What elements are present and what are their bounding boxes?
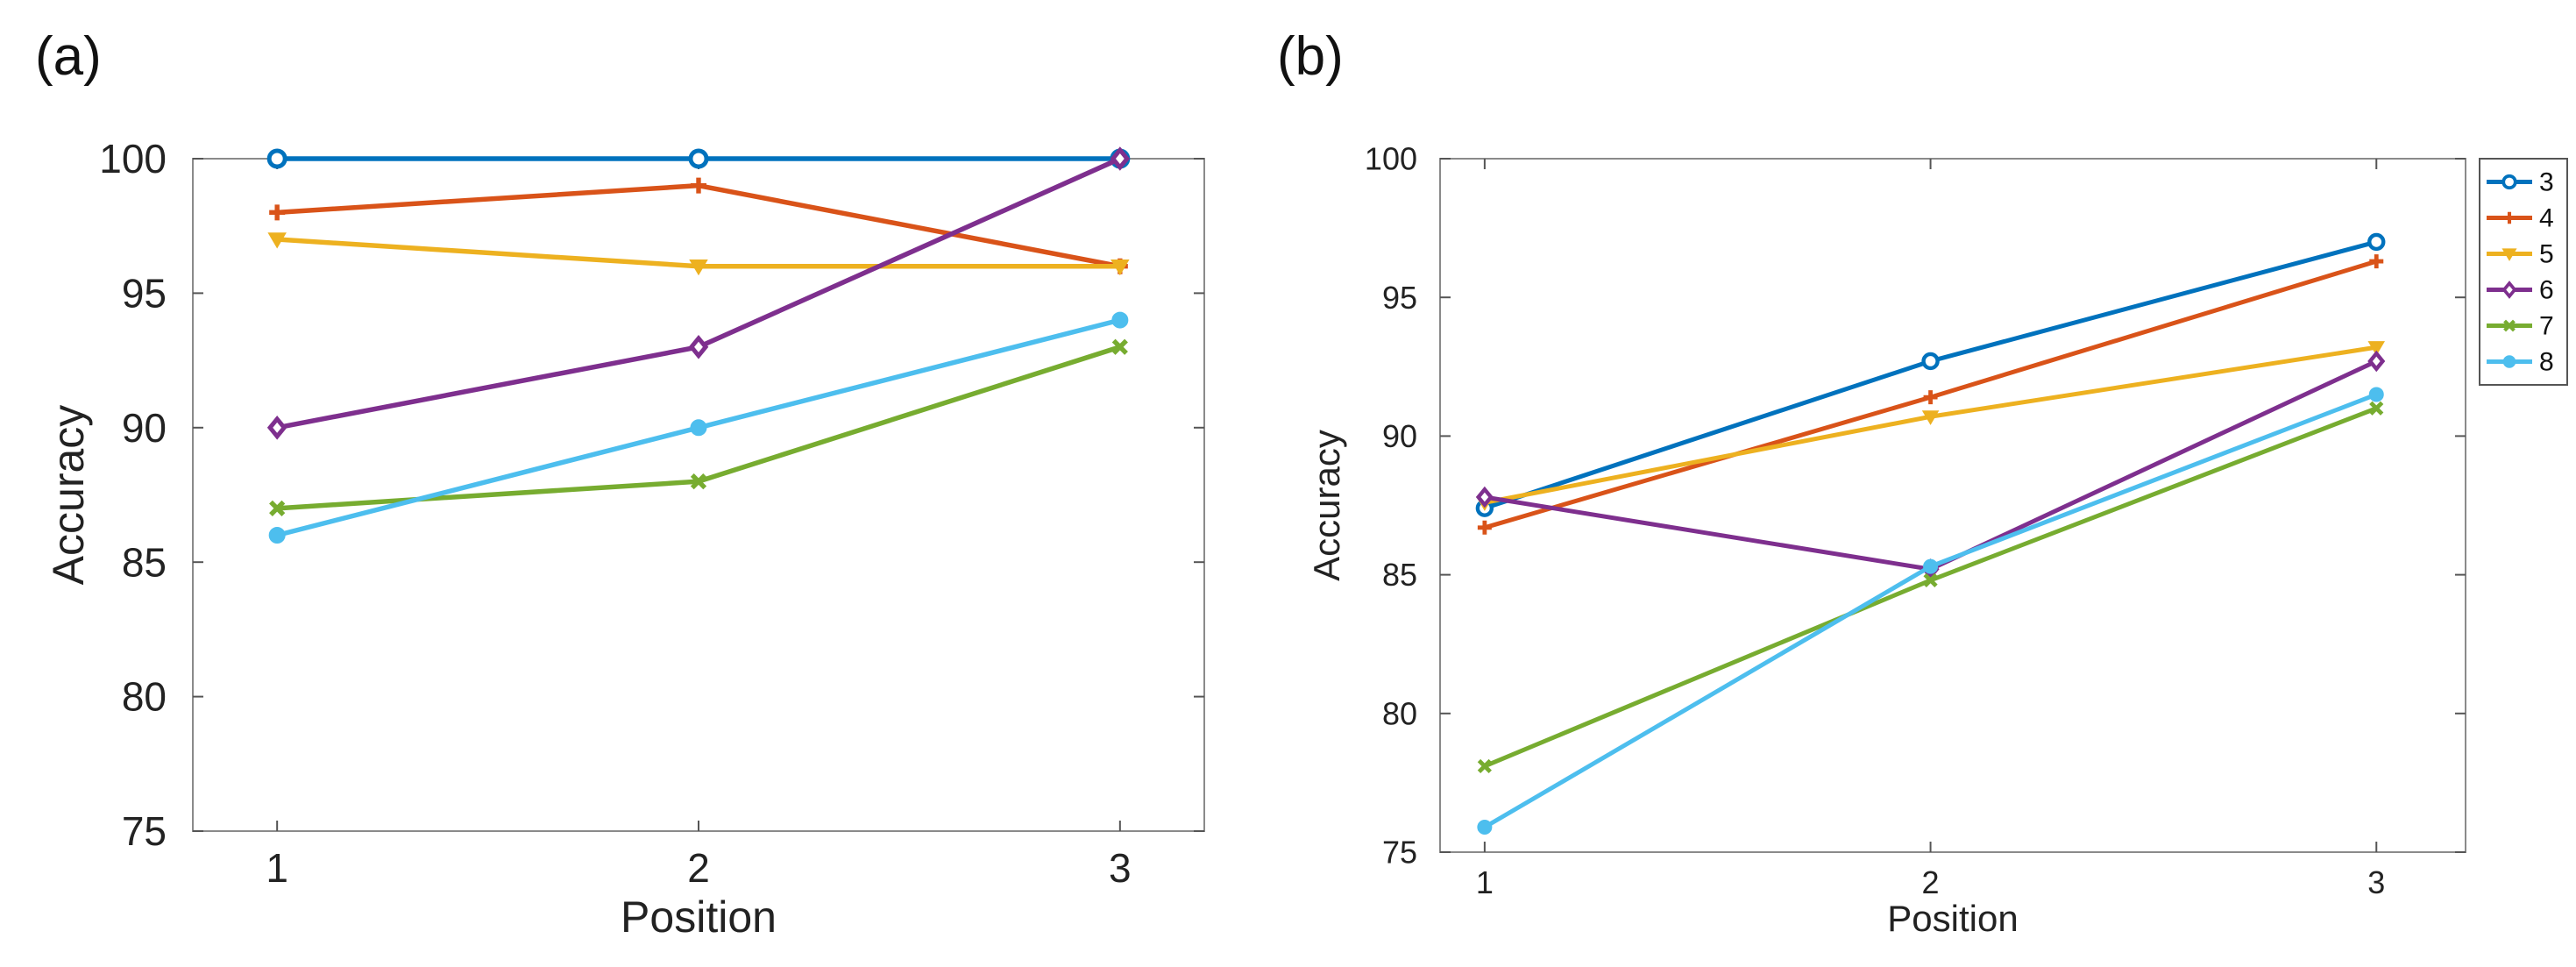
data-point-7: [1477, 758, 1492, 774]
legend: 3 4 5 6 7 8: [2479, 158, 2568, 386]
legend-swatch-marker: [2501, 248, 2517, 261]
y-tick-label: 80: [1382, 695, 1417, 731]
legend-entry-4: 4: [2487, 204, 2554, 233]
y-axis-title: Accuracy: [1306, 430, 1347, 581]
legend-label: 6: [2539, 276, 2554, 305]
y-tick-label: 95: [122, 271, 167, 316]
data-point-8: [1111, 311, 1129, 329]
data-point-8: [2368, 387, 2384, 402]
y-tick-label: 75: [1382, 835, 1417, 871]
series-7: [1477, 401, 2384, 774]
legend-box: [2479, 158, 2568, 386]
series-8: [268, 311, 1129, 544]
y-tick-label: 100: [1365, 141, 1417, 177]
legend-label: 8: [2539, 348, 2554, 377]
y-tick-label: 90: [122, 405, 167, 451]
y-tick-label: 80: [122, 674, 167, 720]
legend-entry-3: 3: [2487, 168, 2554, 197]
data-point-3: [688, 148, 709, 169]
y-tick-label: 90: [1382, 418, 1417, 454]
data-point-4: [1477, 520, 1492, 535]
data-point-8: [1477, 820, 1493, 835]
x-tick-label: 1: [1476, 864, 1494, 900]
legend-label: 3: [2539, 168, 2554, 197]
x-tick-label: 3: [1109, 845, 1132, 891]
x-axis-title: Position: [1887, 898, 2018, 939]
legend-label: 5: [2539, 240, 2554, 269]
data-point-7: [2369, 401, 2384, 416]
legend-entry-6: 6: [2487, 276, 2554, 305]
data-point-7: [1111, 338, 1128, 355]
panel-label-a: (a): [35, 26, 102, 87]
data-point-4: [691, 177, 706, 194]
legend-label: 4: [2539, 204, 2554, 233]
legend-entry-7: 7: [2487, 312, 2554, 341]
chart-b: 75 80 85 90 95 100 1 2 3 Position Accuracy 3 4 5 6 7 8: [1306, 141, 2568, 939]
legend-label: 7: [2539, 312, 2554, 341]
data-point-8: [690, 419, 707, 437]
data-point-6: [266, 415, 287, 440]
panel-label-b: (b): [1277, 26, 1344, 87]
legend-swatch-marker: [2503, 319, 2516, 332]
legend-swatch-marker: [2502, 355, 2516, 368]
x-tick-label: 2: [1922, 864, 1940, 900]
legend-entry-8: 8: [2487, 348, 2554, 377]
data-point-4: [269, 204, 286, 221]
series-3: [1475, 232, 2386, 517]
data-point-6: [1475, 486, 1494, 508]
data-point-4: [1923, 390, 1938, 405]
plot-frame: [1439, 158, 2466, 853]
legend-swatch-marker: [2503, 211, 2516, 224]
data-point-7: [690, 473, 707, 490]
x-tick-label: 2: [687, 845, 710, 891]
legend-swatch-marker: [2501, 281, 2517, 299]
data-point-3: [2367, 232, 2386, 252]
y-tick-label: 85: [122, 539, 167, 585]
data-point-6: [1110, 146, 1131, 171]
data-point-5: [1921, 410, 1940, 425]
legend-swatch-marker: [2501, 174, 2517, 190]
data-point-6: [688, 334, 709, 359]
data-point-3: [1921, 352, 1940, 371]
y-axis-title: Accuracy: [44, 405, 93, 586]
data-point-8: [268, 527, 286, 544]
data-point-5: [267, 232, 287, 249]
y-tick-label: 100: [99, 136, 167, 181]
series-5: [267, 232, 1130, 276]
data-point-5: [2367, 341, 2386, 356]
y-tick-label: 95: [1382, 280, 1417, 316]
data-point-4: [2369, 254, 2384, 269]
y-tick-label: 85: [1382, 557, 1417, 593]
x-tick-label: 1: [266, 845, 288, 891]
data-point-7: [269, 500, 286, 516]
series-8: [1477, 387, 2384, 835]
series-6: [266, 146, 1131, 440]
data-point-6: [2367, 350, 2386, 373]
data-point-5: [689, 259, 708, 276]
data-point-5: [1111, 259, 1130, 276]
data-point-3: [266, 148, 287, 169]
chart-a: 75 80 85 90 95 100 1 2 3 Position Accuracy: [44, 136, 1205, 942]
data-point-8: [1923, 558, 1939, 574]
y-tick-label: 75: [122, 808, 167, 854]
x-axis-title: Position: [621, 892, 777, 942]
series-4: [1477, 254, 2384, 535]
legend-entry-5: 5: [2487, 240, 2554, 269]
data-point-7: [1923, 572, 1938, 588]
x-tick-label: 3: [2367, 864, 2385, 900]
